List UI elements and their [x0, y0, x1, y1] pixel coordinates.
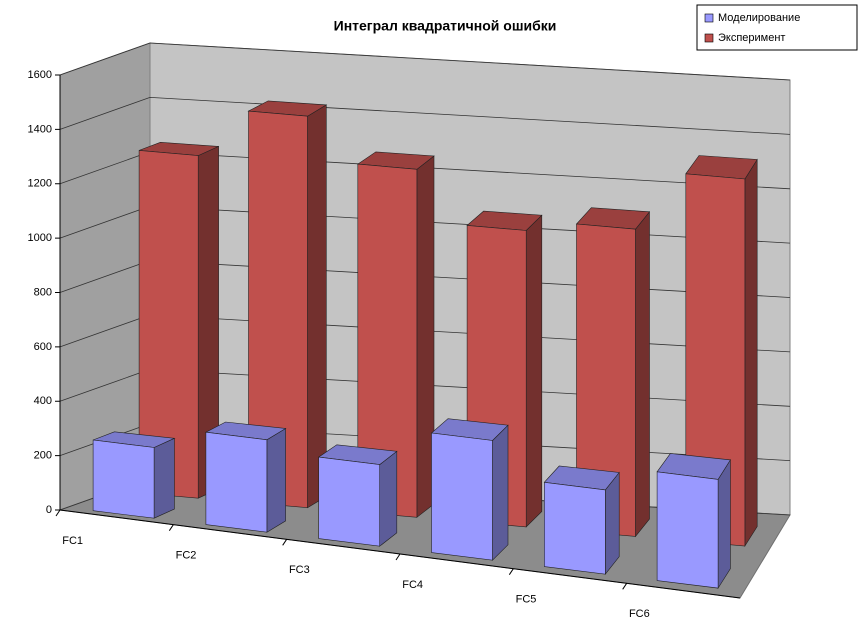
y-tick-label: 1400: [28, 123, 52, 135]
x-tick-label: FC5: [516, 594, 537, 606]
bar-front: [248, 110, 308, 509]
bar-side: [717, 458, 731, 590]
bar: [317, 444, 398, 547]
y-tick-label: 400: [34, 395, 52, 407]
bar: [430, 418, 509, 561]
bar-side: [153, 437, 175, 519]
x-tick-label: FC6: [629, 608, 650, 618]
y-tick-label: 800: [34, 286, 52, 298]
bar: [356, 151, 435, 518]
y-tick-label: 600: [34, 341, 52, 353]
chart-title: Интеграл квадратичной ошибки: [334, 18, 557, 34]
bar-front: [431, 432, 493, 561]
x-tick-label: FC2: [176, 550, 197, 562]
bar-front: [92, 439, 155, 519]
legend-label: Моделирование: [718, 12, 800, 24]
x-tick-label: FC3: [289, 564, 310, 576]
legend-swatch: [704, 13, 714, 23]
x-tick-label: FC4: [402, 579, 423, 591]
bar-side: [307, 104, 327, 509]
bar-side: [744, 158, 758, 548]
bar: [204, 421, 287, 533]
y-tick-label: 0: [46, 504, 52, 516]
bar: [656, 453, 731, 590]
bar-side: [492, 424, 509, 561]
grid-line: [59, 42, 791, 81]
bar-front: [543, 481, 606, 575]
bar: [575, 207, 651, 538]
bar-side: [635, 210, 650, 538]
bar-front: [656, 471, 719, 589]
bar-side: [266, 427, 286, 533]
x-tick: [395, 553, 401, 561]
bar-front: [138, 150, 199, 499]
legend-box: [696, 4, 858, 51]
bar-front: [205, 431, 268, 533]
bar: [138, 141, 219, 499]
bar: [92, 431, 176, 519]
legend-label: Эксперимент: [718, 32, 785, 44]
x-tick: [508, 568, 514, 575]
x-tick: [55, 509, 61, 517]
grid-line: [59, 96, 791, 135]
legend-swatch: [704, 33, 714, 43]
bar-side: [525, 214, 543, 528]
bar: [247, 100, 328, 509]
y-tick-label: 1200: [28, 178, 52, 190]
x-tick: [282, 539, 288, 546]
x-tick-label: FC1: [62, 535, 83, 547]
x-tick: [622, 583, 628, 590]
y-tick-label: 200: [34, 450, 52, 462]
x-tick: [168, 524, 174, 531]
bar-front: [357, 163, 418, 518]
bar-front: [318, 456, 381, 547]
y-tick-label: 1000: [28, 232, 52, 244]
bar-side: [379, 450, 398, 547]
bar: [543, 465, 620, 576]
y-tick-label: 1600: [28, 69, 52, 81]
legend: Моделирование Эксперимент: [696, 4, 858, 51]
